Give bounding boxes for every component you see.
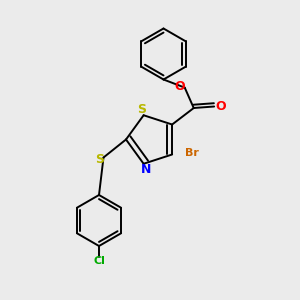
Text: O: O — [174, 80, 184, 93]
Text: S: S — [95, 153, 104, 167]
Text: Cl: Cl — [93, 256, 105, 266]
Text: Br: Br — [185, 148, 199, 158]
Text: S: S — [138, 103, 147, 116]
Text: O: O — [215, 100, 226, 113]
Text: N: N — [141, 163, 151, 176]
